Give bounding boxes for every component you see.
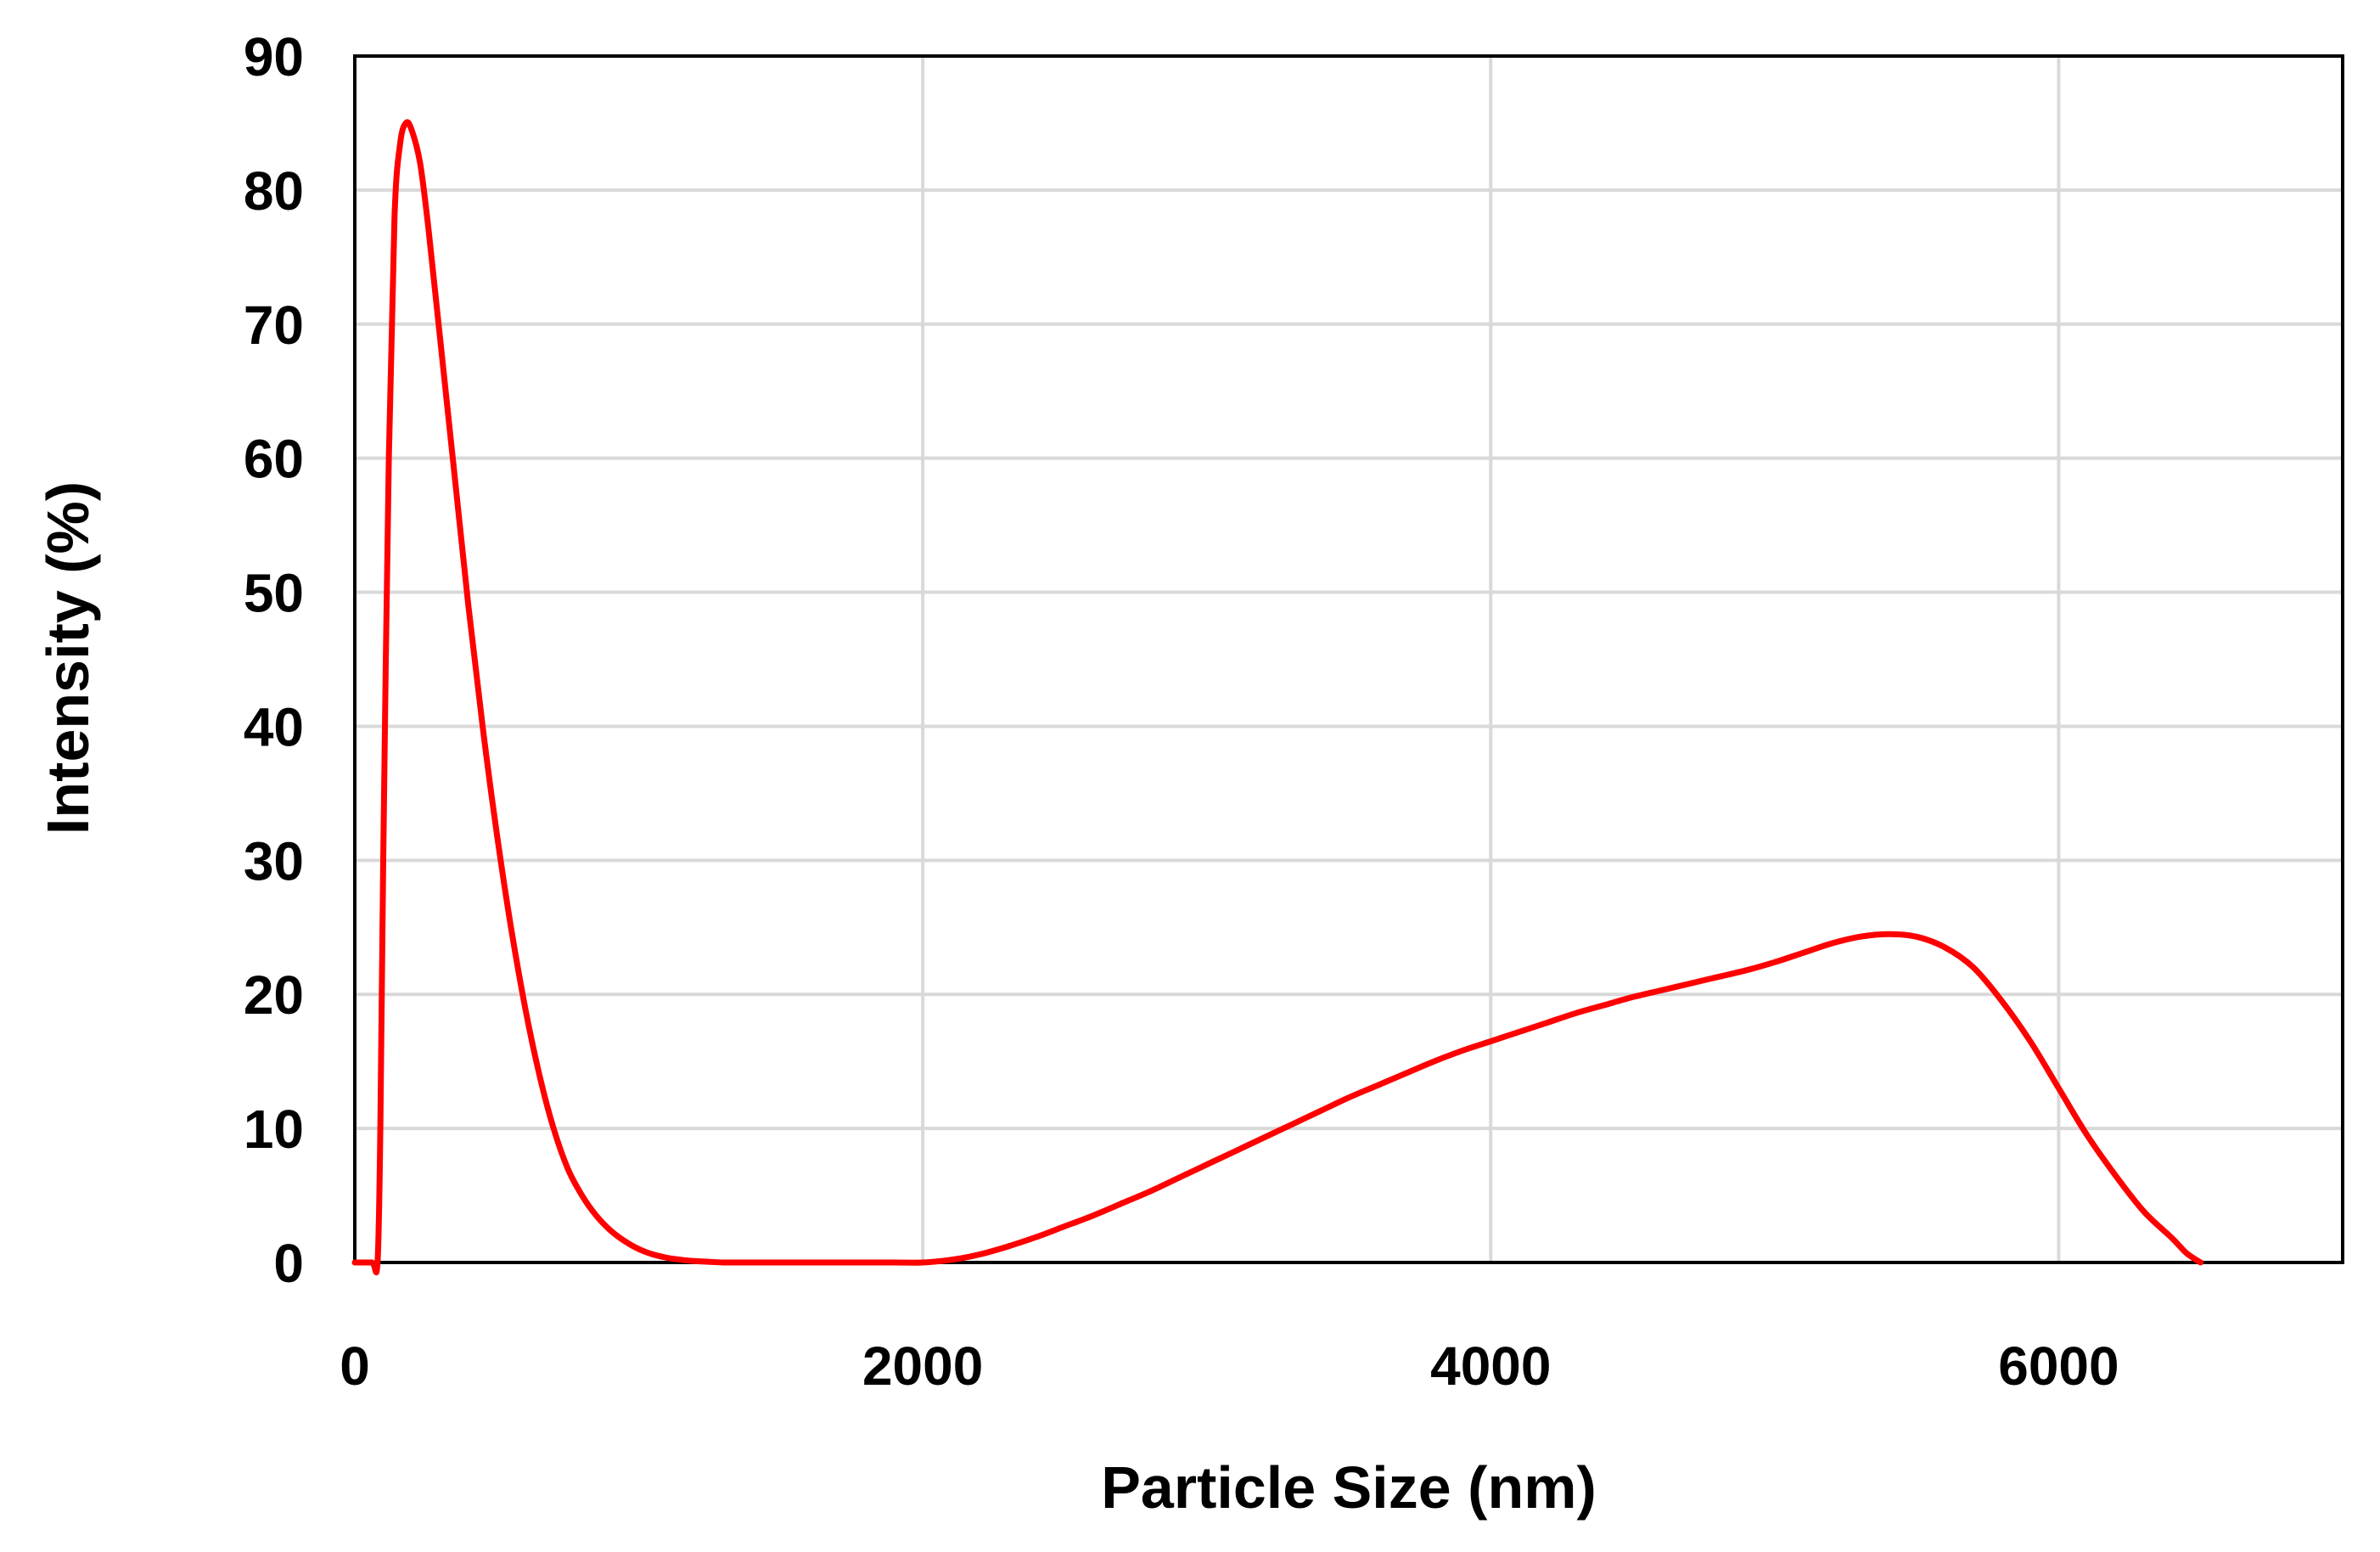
- x-tick-label-3: 6000: [1998, 1336, 2119, 1397]
- grid-lines: [355, 56, 2343, 1262]
- x-tick-label-2: 4000: [1430, 1336, 1551, 1397]
- x-tick-label-0: 0: [340, 1336, 370, 1397]
- y-tick-label-0: 0: [273, 1233, 304, 1294]
- y-axis-ticks: 0 10 20 30 40 50 60 70 80 90: [244, 26, 304, 1294]
- plot-area-frame: [353, 54, 2344, 1264]
- x-axis-ticks: 0 2000 4000 6000: [340, 1336, 2119, 1397]
- y-tick-label-8: 80: [244, 160, 304, 222]
- y-tick-label-3: 30: [244, 830, 304, 891]
- x-axis-title: Particle Size (nm): [1101, 1454, 1597, 1521]
- y-tick-label-7: 70: [244, 295, 304, 356]
- series-group: [351, 119, 2204, 1276]
- y-axis-title: Intensity (%): [35, 481, 101, 835]
- y-tick-label-4: 40: [244, 696, 304, 757]
- series-line-0: [351, 119, 2204, 1276]
- x-tick-label-1: 2000: [862, 1336, 983, 1397]
- y-tick-label-5: 50: [244, 563, 304, 624]
- y-tick-label-1: 10: [244, 1099, 304, 1160]
- y-tick-label-6: 60: [244, 429, 304, 490]
- y-tick-label-9: 90: [244, 26, 304, 87]
- y-tick-label-2: 20: [244, 964, 304, 1026]
